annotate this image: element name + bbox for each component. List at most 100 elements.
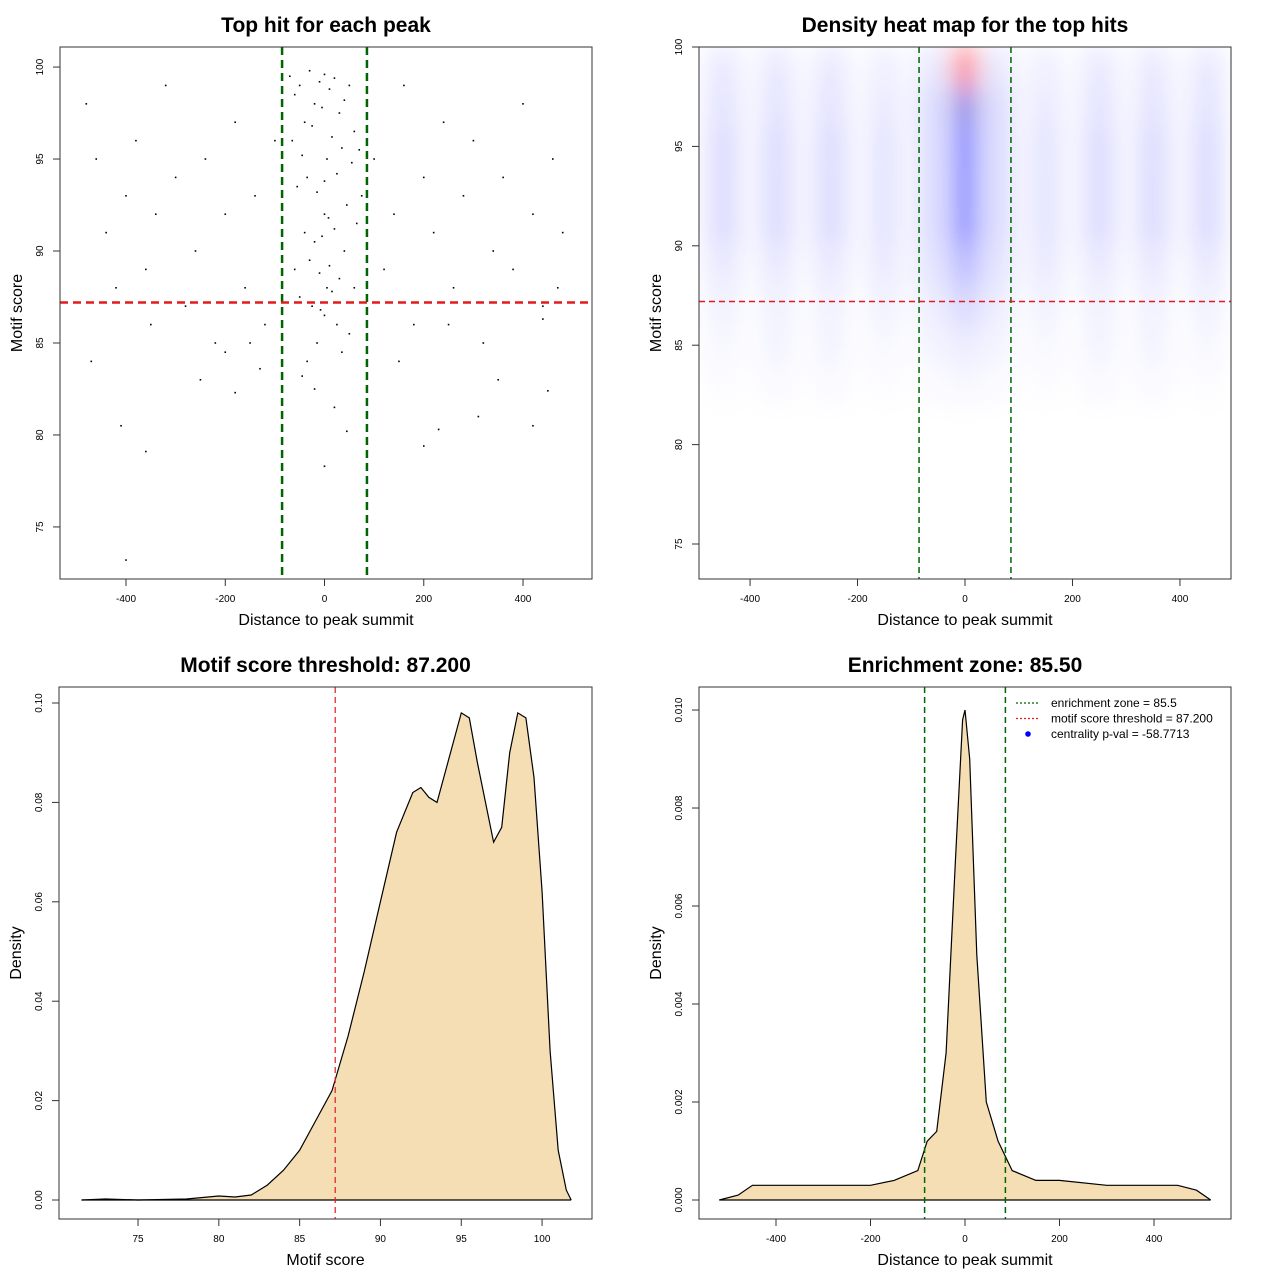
- heat-cell: [987, 47, 1008, 87]
- density-area: [81, 712, 572, 1201]
- x-tick-label: 75: [132, 1234, 144, 1245]
- point: [274, 139, 276, 142]
- heat-cell: [1193, 245, 1221, 286]
- x-tick-label: 85: [294, 1234, 306, 1245]
- x-tick-label: -200: [215, 594, 235, 605]
- heat-cell: [922, 365, 943, 405]
- x-tick-label: 0: [962, 1234, 968, 1245]
- x-axis-label: Distance to peak summit: [238, 612, 414, 629]
- heat-cell: [956, 166, 974, 207]
- x-tick-label: 200: [415, 594, 432, 605]
- point: [452, 286, 455, 289]
- heat-cell: [1032, 126, 1059, 167]
- heat-cell: [709, 47, 737, 87]
- point: [319, 309, 322, 311]
- point: [125, 559, 127, 561]
- heat-cell: [709, 325, 737, 366]
- heat-cell: [1193, 126, 1221, 167]
- point: [293, 268, 296, 271]
- point: [316, 342, 318, 344]
- panel: -400 -200 0 200 400 75 80 85 90 95 100 Density heat…: [648, 14, 1232, 629]
- heat-cell: [987, 126, 1008, 167]
- chart-title: Top hit for each peak: [221, 14, 431, 37]
- heatmap-blur: [709, 47, 1221, 405]
- point: [472, 139, 475, 142]
- x-tick-label: 90: [375, 1234, 387, 1245]
- heat-cell: [987, 365, 1008, 405]
- y-tick-label: 80: [35, 429, 46, 441]
- point: [477, 415, 480, 418]
- x-tick-label: -200: [848, 594, 868, 605]
- point: [105, 231, 107, 234]
- heat-cell: [922, 86, 943, 127]
- point: [316, 191, 318, 193]
- panel: -400 -200 0 200 400 75 80 85 90 95 100 Top hit for …: [9, 14, 593, 629]
- point: [95, 158, 98, 160]
- y-tick-label: 75: [674, 538, 685, 550]
- heat-cell: [1139, 245, 1167, 286]
- point: [331, 290, 333, 293]
- heat-cell: [871, 206, 898, 246]
- point: [336, 323, 338, 326]
- point: [199, 378, 202, 381]
- heat-cell: [956, 365, 974, 405]
- heat-cell: [763, 285, 791, 326]
- x-tick-label: 200: [1064, 594, 1081, 605]
- point: [85, 103, 88, 105]
- heat-cell: [956, 47, 974, 87]
- point: [422, 176, 425, 179]
- point: [422, 445, 425, 447]
- panel: 75 80 85 90 95 100 0.00 0.02 0.04 0.06 0.08 0.10 Mot…: [8, 654, 593, 1269]
- heat-cell: [763, 47, 791, 87]
- heat-cell: [709, 245, 737, 286]
- x-tick-label: 80: [213, 1234, 225, 1245]
- panel: -400 -200 0 200 400 0.000 0.002 0.004 0.006 0.008…: [648, 654, 1232, 1269]
- x-tick-label: 0: [322, 594, 328, 605]
- heat-cell: [763, 206, 791, 246]
- heat-cell: [1085, 86, 1113, 127]
- y-tick-label: 0.002: [674, 1089, 685, 1114]
- point: [447, 323, 450, 326]
- point: [244, 286, 246, 289]
- point: [522, 103, 524, 105]
- y-tick-label: 0.00: [34, 1190, 45, 1210]
- point: [346, 204, 348, 206]
- heat-cell: [709, 166, 737, 207]
- heat-cell: [1085, 47, 1113, 87]
- point: [214, 342, 217, 344]
- heat-cell: [1139, 285, 1167, 326]
- point: [341, 351, 343, 353]
- chart-title: Motif score threshold: 87.200: [180, 654, 471, 677]
- point: [432, 231, 435, 234]
- point: [482, 342, 485, 344]
- chart-title: Enrichment zone: 85.50: [848, 654, 1083, 677]
- point: [150, 323, 152, 326]
- x-tick-label: -400: [116, 594, 136, 605]
- heat-cell: [987, 86, 1008, 127]
- heat-cell: [1032, 245, 1059, 286]
- point: [403, 84, 405, 87]
- point: [327, 217, 330, 219]
- heat-cell: [871, 86, 898, 127]
- heat-cell: [763, 365, 791, 405]
- point: [437, 428, 440, 431]
- y-tick-label: 0.10: [34, 693, 45, 713]
- heat-cell: [817, 126, 845, 167]
- heat-cell: [1193, 206, 1221, 246]
- heat-cell: [956, 285, 974, 326]
- point: [326, 286, 328, 289]
- point: [326, 158, 328, 160]
- point: [135, 139, 137, 142]
- y-tick-label: 0.000: [674, 1187, 685, 1212]
- point: [298, 84, 301, 87]
- point: [224, 351, 227, 353]
- x-tick-label: -200: [860, 1234, 880, 1245]
- heat-cell: [956, 245, 974, 286]
- y-tick-label: 85: [35, 337, 46, 349]
- point: [301, 375, 303, 377]
- point: [323, 465, 326, 468]
- point: [301, 154, 303, 157]
- heat-cell: [817, 285, 845, 326]
- heat-cell: [871, 245, 898, 286]
- point: [90, 360, 93, 363]
